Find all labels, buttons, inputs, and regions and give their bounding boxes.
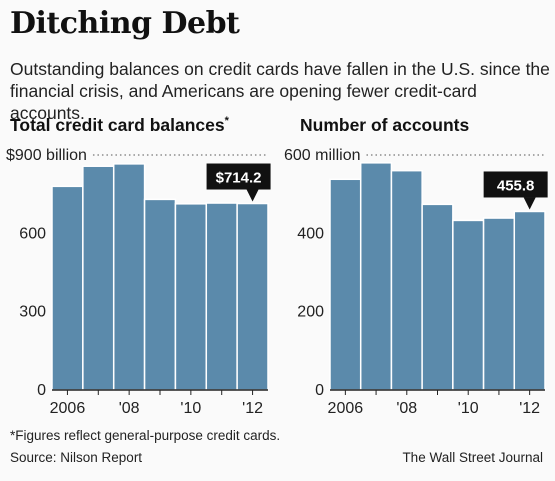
left-chart-y-tick-label: 600 xyxy=(19,225,46,242)
left-chart-bar xyxy=(236,202,269,391)
left-chart-callout-label: $714.2 xyxy=(216,170,262,187)
right-chart-callout-box xyxy=(483,171,548,198)
left-chart-x-tick-label: '10 xyxy=(180,400,201,417)
left-chart-title-marker: * xyxy=(224,115,229,128)
left-chart-axis: 0 300 600 $900 billion 2006 '08 '10 '12 $714.2 xyxy=(6,147,271,417)
left-chart-callout-box xyxy=(206,163,271,190)
right-chart-bar xyxy=(513,210,546,391)
right-chart-x-tick-label: '10 xyxy=(458,400,479,417)
right-chart-y-tick-label: 400 xyxy=(297,225,324,242)
right-chart-bar xyxy=(421,203,454,391)
left-chart-bars xyxy=(51,163,269,391)
left-chart-callout-pointer xyxy=(246,189,259,202)
left-chart-bar xyxy=(205,202,238,391)
left-chart-bar xyxy=(51,185,84,391)
left-chart-y-tick-label: $900 billion xyxy=(6,147,87,164)
right-chart-bar xyxy=(452,219,485,391)
right-chart-bar xyxy=(482,217,516,391)
source-note: Source: Nilson Report xyxy=(10,450,143,465)
right-chart-bar xyxy=(359,162,393,391)
right-chart-bars xyxy=(329,162,546,391)
right-chart-callout-pointer xyxy=(523,197,536,210)
left-chart-y-tick-label: 0 xyxy=(37,382,46,399)
right-chart-x-tick-label: 2006 xyxy=(328,400,364,417)
right-chart-title: Number of accounts xyxy=(300,115,470,135)
right-chart-y-tick-label: 0 xyxy=(315,382,324,399)
right-chart-bar xyxy=(390,169,423,391)
right-chart-x-tick-label: '08 xyxy=(396,400,417,417)
footnote: *Figures reflect general-purpose credit … xyxy=(10,428,281,443)
left-chart-title: Total credit card balances xyxy=(10,115,225,135)
publisher-credit: The Wall Street Journal xyxy=(402,450,543,465)
right-chart-bar xyxy=(329,178,362,391)
right-chart-grid xyxy=(366,154,545,156)
right-chart-callout-label: 455.8 xyxy=(497,177,535,194)
left-chart-y-tick-label: 300 xyxy=(19,304,46,321)
left-chart-x-tick-label: '12 xyxy=(242,400,263,417)
left-chart-x-tick-label: '08 xyxy=(119,400,140,417)
right-chart-x-tick-label: '12 xyxy=(519,400,540,417)
right-chart-axis: 0 200 400 600 million 2006 '08 '10 '12 455.8 xyxy=(284,147,548,417)
right-chart-y-tick-label: 200 xyxy=(297,304,324,321)
right-chart-y-tick-label: 600 million xyxy=(284,147,360,164)
right-chart-heading: Number of accounts xyxy=(300,115,469,136)
chart-title: Ditching Debt xyxy=(10,6,240,41)
left-chart-heading: Total credit card balances* xyxy=(10,115,229,136)
chart-subtitle: Outstanding balances on credit cards hav… xyxy=(10,59,550,123)
left-chart-x-tick-label: 2006 xyxy=(50,400,86,417)
